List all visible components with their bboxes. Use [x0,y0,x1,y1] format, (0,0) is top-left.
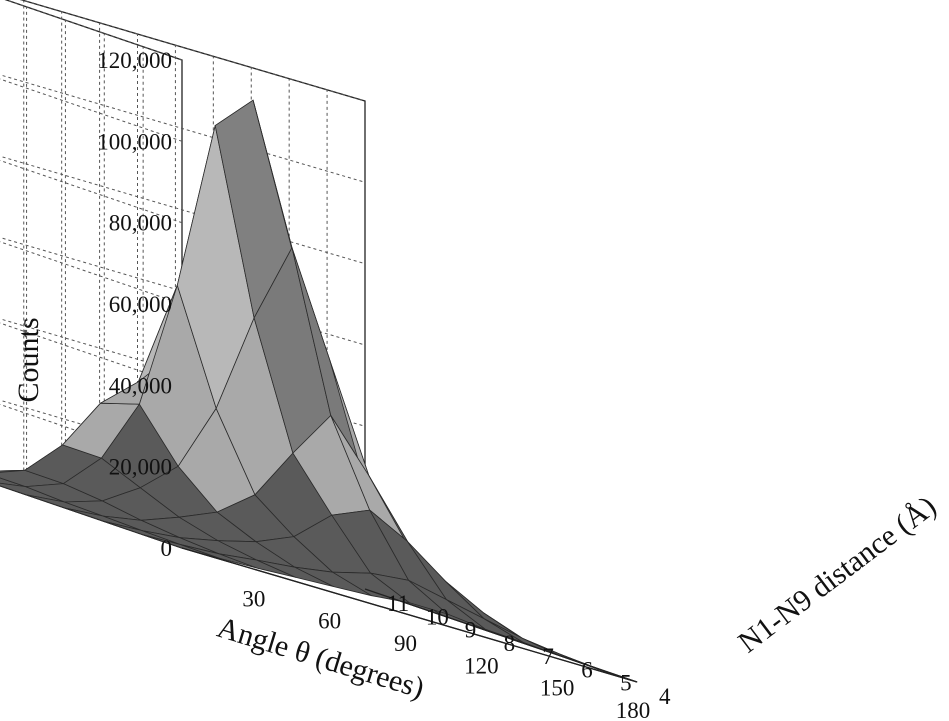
y-tick-label: 7 [542,644,554,669]
x-tick-label: 150 [540,676,575,701]
y-tick-label: 6 [581,657,593,682]
y-tick-label: 11 [387,591,409,616]
z-tick-label: 100,000 [97,129,172,154]
x-tick-label: 90 [394,631,417,656]
x-tick-label: 60 [318,609,341,634]
z-tick-label: 120,000 [97,48,172,73]
front-edge [181,547,638,683]
z-tick-label: 60,000 [109,292,172,317]
x-tick-label: 180 [616,698,651,721]
y-tick-label: 5 [620,671,632,696]
surface-mesh [0,99,638,683]
x-tick-label: 30 [242,586,265,611]
z-tick-label: 20,000 [109,455,172,480]
tick-labels: 0 20,000 40,000 60,000 80,000 100,000 120,000 3… [97,48,671,721]
x-tick-label: 120 [464,653,499,678]
z-tick-label: 40,000 [109,373,172,398]
y-tick-label: 10 [426,604,449,629]
y-tick-label: 8 [504,631,515,656]
z-tick-label: 80,000 [109,211,172,236]
y-axis-title: N1-N9 distance (Å) [732,490,942,660]
z-axis-title: Counts [12,317,45,402]
z-tick-label: 0 [161,536,173,561]
y-tick-label: 9 [465,618,477,643]
y-tick-label: 4 [659,684,671,709]
